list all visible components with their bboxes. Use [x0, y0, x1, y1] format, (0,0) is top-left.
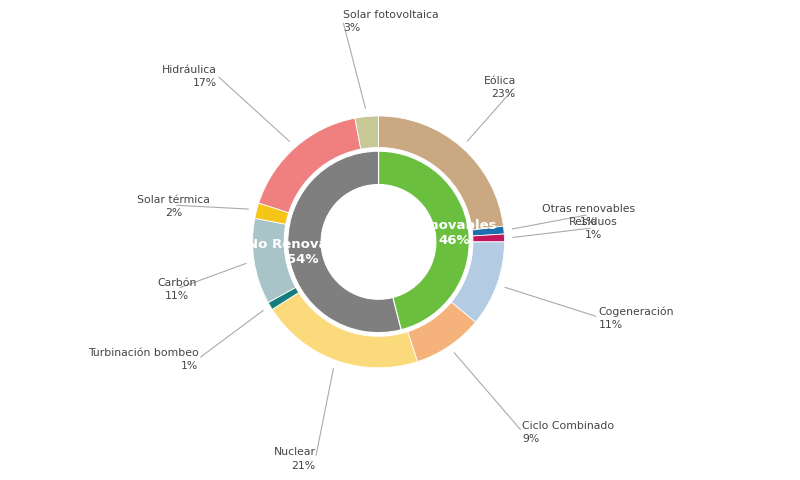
Text: Renovables
46%: Renovables 46% [410, 219, 497, 247]
Wedge shape [253, 219, 296, 303]
Wedge shape [451, 242, 505, 323]
Text: Eólica
23%: Eólica 23% [483, 75, 516, 99]
Wedge shape [408, 302, 475, 362]
Text: Otras renovables
1%: Otras renovables 1% [542, 204, 635, 227]
Text: Hidráulica
17%: Hidráulica 17% [162, 64, 217, 88]
Wedge shape [378, 117, 503, 230]
Wedge shape [272, 293, 418, 368]
Text: Cogeneración
11%: Cogeneración 11% [598, 306, 674, 329]
Wedge shape [258, 119, 361, 213]
Wedge shape [255, 204, 289, 225]
Text: Solar térmica
2%: Solar térmica 2% [138, 194, 210, 217]
Text: Ciclo Combinado
9%: Ciclo Combinado 9% [522, 420, 614, 444]
Text: Turbinación bombeo
1%: Turbinación bombeo 1% [88, 348, 198, 371]
Text: No Renovables
54%: No Renovables 54% [247, 238, 359, 266]
Text: Nuclear
21%: Nuclear 21% [274, 446, 315, 469]
Wedge shape [472, 227, 504, 237]
Text: Solar fotovoltaica
3%: Solar fotovoltaica 3% [342, 10, 438, 33]
Wedge shape [355, 117, 378, 150]
Text: Carbón
11%: Carbón 11% [158, 277, 197, 300]
Wedge shape [378, 152, 470, 330]
Wedge shape [288, 152, 401, 333]
Wedge shape [473, 235, 505, 242]
Text: Residuos
1%: Residuos 1% [569, 217, 618, 240]
Wedge shape [268, 288, 298, 310]
